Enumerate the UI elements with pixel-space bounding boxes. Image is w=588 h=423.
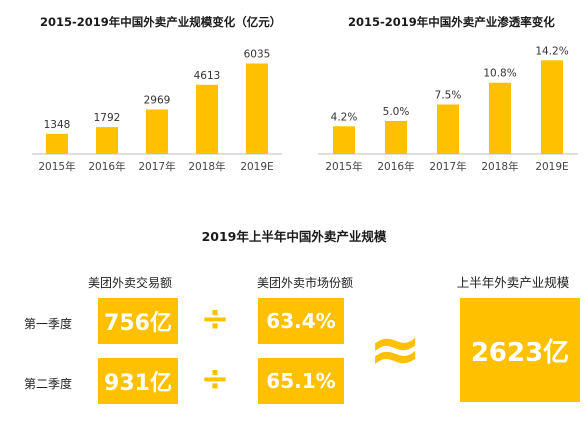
approx-symbol: ≈ [368, 313, 422, 387]
chart-2-value-label: 10.8% [483, 68, 516, 80]
chart-2-bar [541, 60, 563, 154]
summary-title: 2019年上半年中国外卖产业规模 [201, 229, 387, 244]
chart-2-bar [385, 121, 407, 154]
chart-1-bar [46, 133, 68, 154]
chart-1-tick-label: 2018年 [188, 160, 225, 173]
chart-2-tick-label: 2015年 [325, 160, 362, 173]
row-label-q1: 第一季度 [24, 317, 73, 331]
chart-1-tick-label: 2019E [240, 161, 273, 173]
value-box-q1-transaction: 756亿 [98, 298, 178, 344]
chart-2-tick-label: 2019E [535, 161, 568, 173]
chart-1-value-label: 2969 [144, 94, 171, 106]
divide-symbol-q2: ÷ [200, 359, 230, 399]
value-box-q1-share: 63.4% [258, 298, 344, 344]
chart-2-value-label: 5.0% [383, 106, 410, 118]
divide-symbol-q1: ÷ [200, 299, 230, 339]
row-label-q2: 第二季度 [24, 377, 73, 391]
chart-1-title: 2015-2019年中国外卖产业规模变化（亿元） [40, 15, 282, 29]
chart-2-tick-label: 2017年 [429, 160, 466, 173]
chart-1-bar [196, 84, 218, 154]
result-box: 2623亿 [460, 298, 580, 402]
chart-1-tick-label: 2015年 [38, 160, 75, 173]
chart-2-title: 2015-2019年中国外卖产业渗透率变化 [348, 15, 555, 29]
chart-1-value-label: 1792 [94, 112, 121, 124]
chart-2-tick-label: 2018年 [481, 160, 518, 173]
chart-1-tick-label: 2016年 [88, 160, 125, 173]
chart-1-bar [146, 109, 168, 154]
chart-1-value-label: 4613 [194, 70, 221, 82]
chart-2-bar [333, 126, 355, 154]
chart-1-value-label: 6035 [244, 48, 271, 60]
value-box-q2-share: 65.1% [258, 358, 344, 404]
chart-1-bar [96, 127, 118, 154]
header-transaction: 美团外卖交易额 [87, 276, 172, 290]
chart-2: 4.2% 2015年 5.0% 2016年 7.5% 2017年 10.8% 2018年 14.… [318, 45, 578, 173]
value-box-q2-transaction: 931亿 [98, 358, 178, 404]
chart-1-tick-label: 2017年 [138, 160, 175, 173]
chart-2-value-label: 7.5% [435, 90, 462, 102]
chart-2-value-label: 4.2% [331, 111, 358, 123]
header-result: 上半年外卖产业规模 [456, 275, 570, 290]
chart-2-value-label: 14.2% [535, 45, 568, 57]
chart-2-bar [437, 104, 459, 154]
header-share: 美团外卖市场份额 [256, 276, 353, 290]
chart-2-bar [489, 82, 511, 154]
chart-1: 1348 2015年 1792 2016年 2969 2017年 4613 2018年 6035… [32, 48, 282, 173]
chart-1-bar [246, 63, 268, 154]
chart-1-value-label: 1348 [44, 119, 71, 131]
chart-2-tick-label: 2016年 [377, 160, 414, 173]
